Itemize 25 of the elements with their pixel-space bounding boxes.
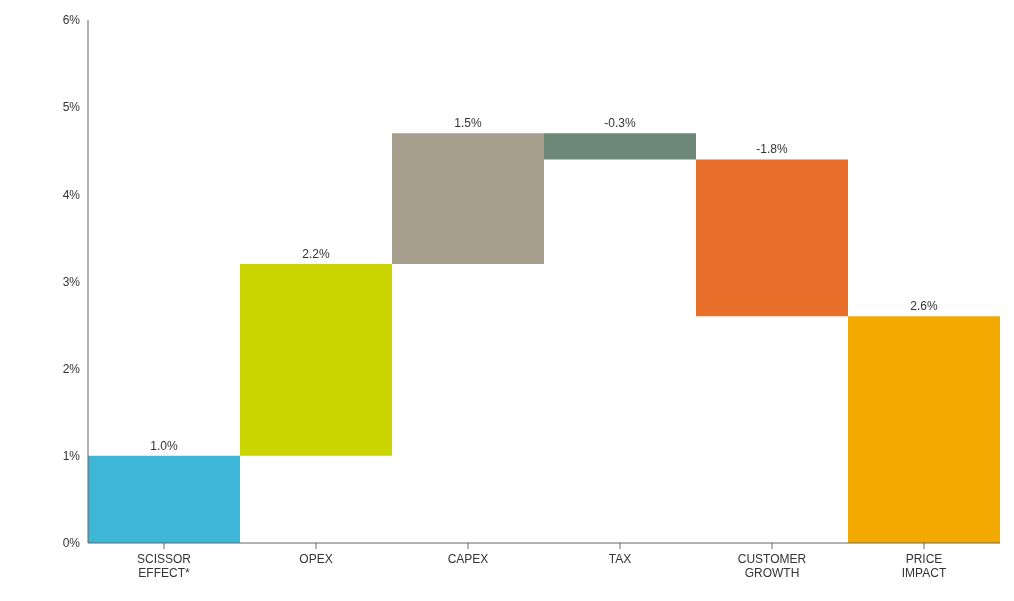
x-tick-label: OPEX — [299, 552, 333, 566]
x-tick-label: CAPEX — [447, 552, 489, 566]
data-label: -1.8% — [756, 142, 788, 157]
data-label: 2.6% — [910, 299, 938, 314]
bar — [88, 455, 240, 543]
y-tick-label: 1% — [62, 449, 81, 464]
data-label: 2.2% — [302, 247, 330, 262]
bar — [240, 264, 392, 456]
bar — [696, 159, 848, 317]
data-label: 1.5% — [454, 116, 482, 131]
y-tick-label: 4% — [62, 187, 81, 202]
x-tick-label: PRICE IMPACT — [901, 552, 947, 580]
bar — [544, 133, 696, 160]
x-tick-label: CUSTOMER GROWTH — [737, 552, 807, 580]
bar — [392, 133, 544, 265]
y-tick-label: 0% — [62, 536, 81, 551]
data-label: 1.0% — [150, 438, 178, 453]
bar — [848, 316, 1000, 543]
x-tick-label: SCISSOR EFFECT* — [136, 552, 192, 580]
data-label: -0.3% — [604, 116, 636, 131]
y-tick-label: 5% — [62, 100, 81, 115]
y-tick-label: 6% — [62, 13, 81, 28]
y-tick-label: 2% — [62, 361, 81, 376]
y-tick-label: 3% — [62, 274, 81, 289]
x-tick-label: TAX — [608, 552, 632, 566]
